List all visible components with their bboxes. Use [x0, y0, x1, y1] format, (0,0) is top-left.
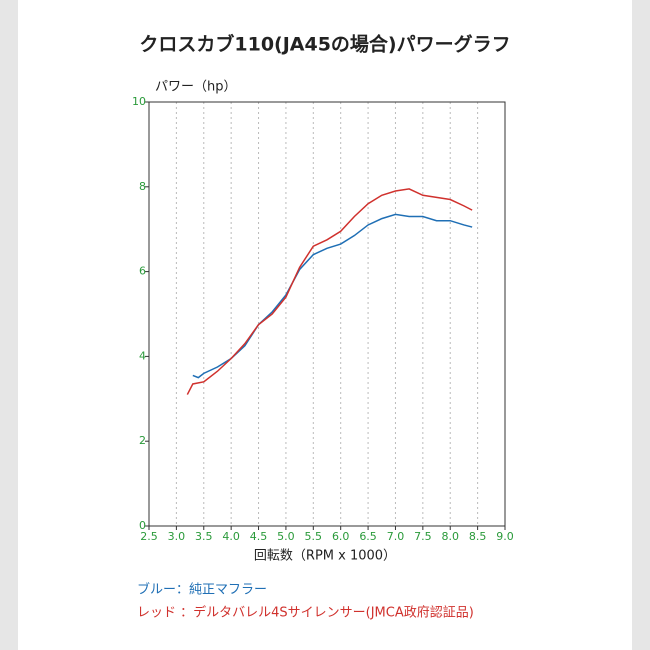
x-tick-label: 6.0	[332, 530, 350, 543]
x-tick-label: 5.5	[305, 530, 323, 543]
legend-text: ブルー：純正マフラー	[137, 582, 267, 598]
x-tick-label: 4.0	[222, 530, 240, 543]
y-tick-label: 4	[139, 349, 146, 362]
x-axis-label: 回転数（RPM x 1000）	[254, 549, 396, 564]
x-tick-label: 7.5	[414, 530, 432, 543]
x-tick-label: 3.5	[195, 530, 213, 543]
x-tick-label: 2.5	[140, 530, 158, 543]
x-tick-label: 7.0	[387, 530, 405, 543]
y-tick-label: 2	[139, 434, 146, 447]
data-line	[192, 213, 473, 379]
card	[18, 0, 632, 650]
y-tick-label: 10	[132, 95, 146, 108]
x-tick-label: 3.0	[168, 530, 186, 543]
x-tick-label: 5.0	[277, 530, 295, 543]
x-tick-label: 4.5	[250, 530, 268, 543]
data-line	[186, 188, 473, 395]
y-tick-label: 6	[139, 265, 146, 278]
x-tick-label: 6.5	[359, 530, 377, 543]
chart-title: クロスカブ110(JA45の場合)パワーグラフ	[139, 33, 510, 56]
y-tick-label: 8	[139, 180, 146, 193]
y-tick-label: 0	[139, 519, 146, 532]
x-tick-label: 9.0	[496, 530, 514, 543]
legend-text: レッド ：デルタバレル4Sサイレンサー(JMCA政府認証品)	[137, 605, 474, 621]
x-tick-label: 8.0	[441, 530, 459, 543]
x-tick-label: 8.5	[469, 530, 487, 543]
plot-frame	[148, 101, 506, 527]
y-axis-label: パワー（hp）	[155, 80, 237, 95]
